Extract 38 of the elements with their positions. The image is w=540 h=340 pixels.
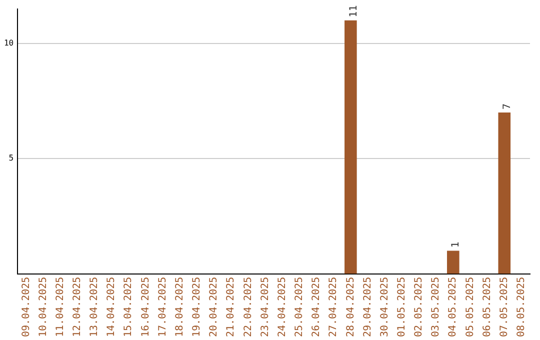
x-tick-label: 19.04.2025 [192,276,203,338]
x-tick-label: 17.04.2025 [157,276,168,338]
x-tick-label: 18.04.2025 [174,276,186,338]
x-tick-label: 13.04.2025 [89,276,100,338]
x-tick-label: 25.04.2025 [294,276,306,338]
x-tick-label: 08.05.2025 [516,276,528,338]
y-tick-label: 10 [4,38,14,48]
data-label: 11 [348,5,360,18]
x-tick-label: 16.04.2025 [140,276,152,338]
x-tick-label: 20.04.2025 [208,276,220,338]
x-tick-label: 12.04.2025 [72,276,84,338]
x-tick-label: 24.04.2025 [276,276,288,338]
x-tick-label: 07.05.2025 [498,276,510,338]
x-tick-label: 01.05.2025 [396,276,408,338]
x-tick-label: 10.04.2025 [38,276,49,338]
x-tick-label: 15.04.2025 [123,276,134,338]
x-tick-label: 06.05.2025 [482,276,493,338]
x-tick-label: 21.04.2025 [226,276,237,338]
x-tick-label: 26.04.2025 [311,276,322,338]
x-tick-label: 28.04.2025 [345,276,356,338]
x-tick-label: 09.04.2025 [20,276,32,338]
x-tick-label: 04.05.2025 [448,276,459,338]
y-tick-label: 5 [8,154,14,163]
x-tick-label: 14.04.2025 [106,276,118,338]
bar [344,20,357,274]
x-tick-label: 30.04.2025 [379,276,390,338]
x-tick-label: 29.04.2025 [362,276,374,338]
x-tick-label: 22.04.2025 [242,276,254,338]
x-tick-label: 02.05.2025 [414,276,425,338]
x-tick-label: 11.04.2025 [54,276,66,338]
x-tick-label: 23.04.2025 [260,276,271,338]
bar [498,112,511,274]
bar [446,250,460,274]
data-label: 1 [450,242,462,248]
x-tick-label: 05.05.2025 [464,276,476,338]
x-tick-label: 03.05.2025 [430,276,442,338]
data-label: 7 [502,103,513,110]
x-tick-label: 27.04.2025 [328,276,340,338]
